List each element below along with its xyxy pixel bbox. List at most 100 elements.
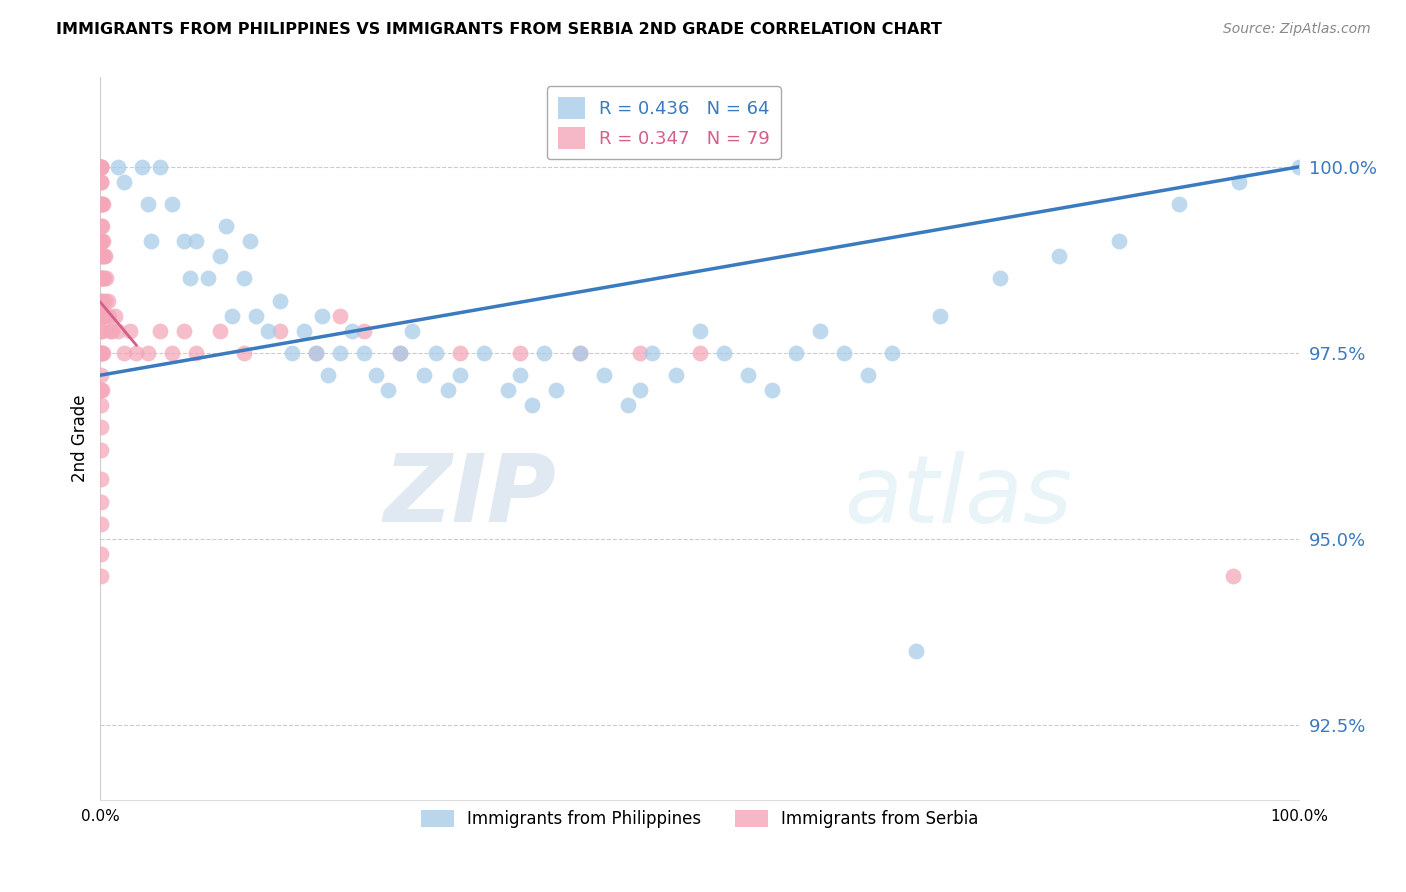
- Point: [90, 383, 112, 397]
- Point: [472, 346, 495, 360]
- Point: [90, 442, 112, 457]
- Point: [617, 398, 640, 412]
- Point: [425, 346, 447, 360]
- Point: [90, 160, 112, 174]
- Point: [689, 346, 711, 360]
- Point: [509, 346, 531, 360]
- Point: [96, 309, 118, 323]
- Point: [90, 234, 112, 248]
- Point: [90, 368, 112, 383]
- Point: [437, 383, 460, 397]
- Point: [93, 309, 115, 323]
- Point: [90, 346, 112, 360]
- Point: [568, 346, 591, 360]
- Point: [245, 309, 267, 323]
- Point: [1288, 160, 1310, 174]
- Point: [364, 368, 387, 383]
- Text: atlas: atlas: [844, 450, 1071, 541]
- Point: [90, 249, 112, 263]
- Point: [93, 249, 115, 263]
- Point: [112, 175, 135, 189]
- Point: [90, 293, 112, 308]
- Point: [90, 293, 112, 308]
- Point: [209, 249, 232, 263]
- Point: [90, 324, 112, 338]
- Point: [1227, 175, 1250, 189]
- Point: [91, 271, 114, 285]
- Point: [90, 271, 112, 285]
- Point: [592, 368, 614, 383]
- Point: [90, 383, 112, 397]
- Point: [90, 346, 112, 360]
- Point: [136, 197, 159, 211]
- Point: [104, 309, 127, 323]
- Point: [221, 309, 243, 323]
- Point: [269, 293, 291, 308]
- Point: [98, 324, 121, 338]
- Point: [257, 324, 280, 338]
- Point: [90, 160, 112, 174]
- Point: [125, 346, 148, 360]
- Point: [641, 346, 664, 360]
- Point: [1222, 569, 1244, 583]
- Point: [186, 234, 208, 248]
- Point: [173, 324, 195, 338]
- Point: [91, 197, 114, 211]
- Point: [401, 324, 423, 338]
- Point: [90, 175, 112, 189]
- Point: [90, 197, 112, 211]
- Point: [93, 271, 115, 285]
- Point: [90, 495, 112, 509]
- Point: [316, 368, 339, 383]
- Point: [544, 383, 567, 397]
- Point: [785, 346, 807, 360]
- Point: [94, 293, 117, 308]
- Point: [628, 346, 651, 360]
- Point: [689, 324, 711, 338]
- Point: [173, 234, 195, 248]
- Point: [90, 234, 112, 248]
- Point: [90, 472, 112, 486]
- Point: [197, 271, 219, 285]
- Point: [90, 309, 112, 323]
- Point: [329, 309, 352, 323]
- Point: [90, 160, 112, 174]
- Point: [91, 346, 114, 360]
- Point: [162, 346, 184, 360]
- Point: [91, 309, 114, 323]
- Point: [90, 324, 112, 338]
- Point: [449, 346, 471, 360]
- Point: [215, 219, 238, 234]
- Point: [281, 346, 304, 360]
- Point: [1049, 249, 1071, 263]
- Point: [340, 324, 363, 338]
- Point: [713, 346, 735, 360]
- Point: [136, 346, 159, 360]
- Point: [1168, 197, 1191, 211]
- Text: Source: ZipAtlas.com: Source: ZipAtlas.com: [1223, 22, 1371, 37]
- Point: [305, 346, 328, 360]
- Point: [353, 324, 375, 338]
- Point: [186, 346, 208, 360]
- Y-axis label: 2nd Grade: 2nd Grade: [72, 395, 89, 483]
- Point: [94, 249, 117, 263]
- Point: [90, 309, 112, 323]
- Point: [90, 420, 112, 434]
- Point: [90, 249, 112, 263]
- Point: [209, 324, 232, 338]
- Point: [90, 219, 112, 234]
- Point: [162, 197, 184, 211]
- Point: [233, 346, 256, 360]
- Point: [904, 643, 927, 657]
- Point: [149, 324, 172, 338]
- Point: [239, 234, 262, 248]
- Point: [520, 398, 543, 412]
- Point: [808, 324, 831, 338]
- Text: ZIP: ZIP: [382, 450, 555, 542]
- Point: [665, 368, 688, 383]
- Point: [90, 197, 112, 211]
- Point: [97, 309, 120, 323]
- Point: [509, 368, 531, 383]
- Point: [988, 271, 1011, 285]
- Point: [90, 398, 112, 412]
